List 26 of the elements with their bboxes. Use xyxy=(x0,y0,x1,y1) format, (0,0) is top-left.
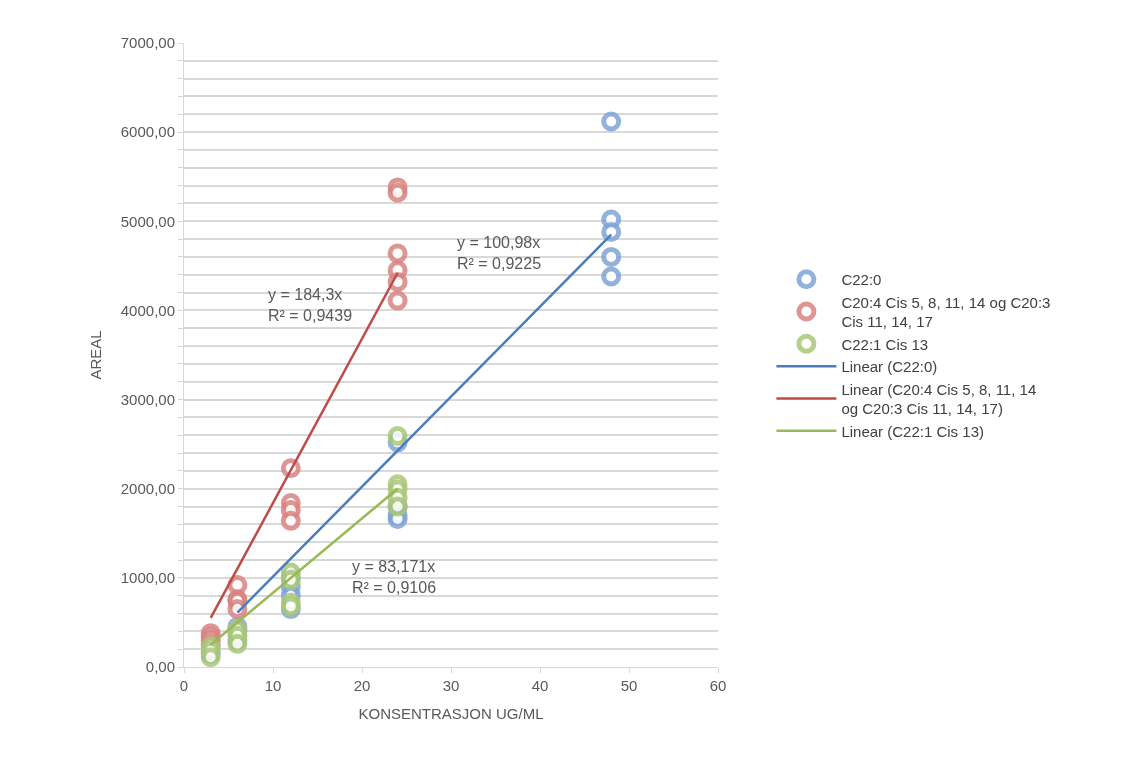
y-tick-label: 2000,00 xyxy=(120,479,175,497)
y-tick-label: 6000,00 xyxy=(120,123,175,141)
x-tick-label: 50 xyxy=(620,677,638,694)
legend-label: C20:4 Cis 5, 8, 11, 14 og C20:3 Cis 11, 14, 17 xyxy=(841,293,1051,331)
annotation: y = 184,3x R² = 0,9439 xyxy=(268,286,353,324)
legend-label: Linear (C22:0) xyxy=(841,358,938,376)
x-tick-label: 20 xyxy=(353,677,371,694)
y-tick-label: 1000,00 xyxy=(120,569,175,587)
x-axis-title: KONSENTRASJON UG/ML xyxy=(358,705,544,722)
x-tick-label: 60 xyxy=(709,677,727,694)
y-tick-label: 5000,00 xyxy=(120,212,175,230)
x-tick-label: 30 xyxy=(442,677,460,694)
legend-label: C22:1 Cis 13 xyxy=(841,335,929,353)
annotation: y = 100,98x R² = 0,9225 xyxy=(457,234,542,272)
legend-label: C22:0 xyxy=(841,271,882,289)
x-tick-label: 40 xyxy=(531,677,549,694)
annotation: y = 83,171x R² = 0,9106 xyxy=(352,558,437,596)
y-tick-label: 4000,00 xyxy=(120,301,175,319)
x-tick-label: 10 xyxy=(264,677,282,694)
legend-label: Linear (C22:1 Cis 13) xyxy=(841,422,984,440)
y-tick-label: 7000,00 xyxy=(120,34,175,52)
y-tick-label: 0,00 xyxy=(145,658,175,676)
y-tick-label: 3000,00 xyxy=(120,390,175,408)
x-tick-label: 0 xyxy=(179,677,189,694)
legend-label: Linear (C20:4 Cis 5, 8, 11, 14 og C20:3 Cis 11, 14, 17) xyxy=(841,380,1037,418)
y-axis-title: AREAL xyxy=(87,330,105,380)
